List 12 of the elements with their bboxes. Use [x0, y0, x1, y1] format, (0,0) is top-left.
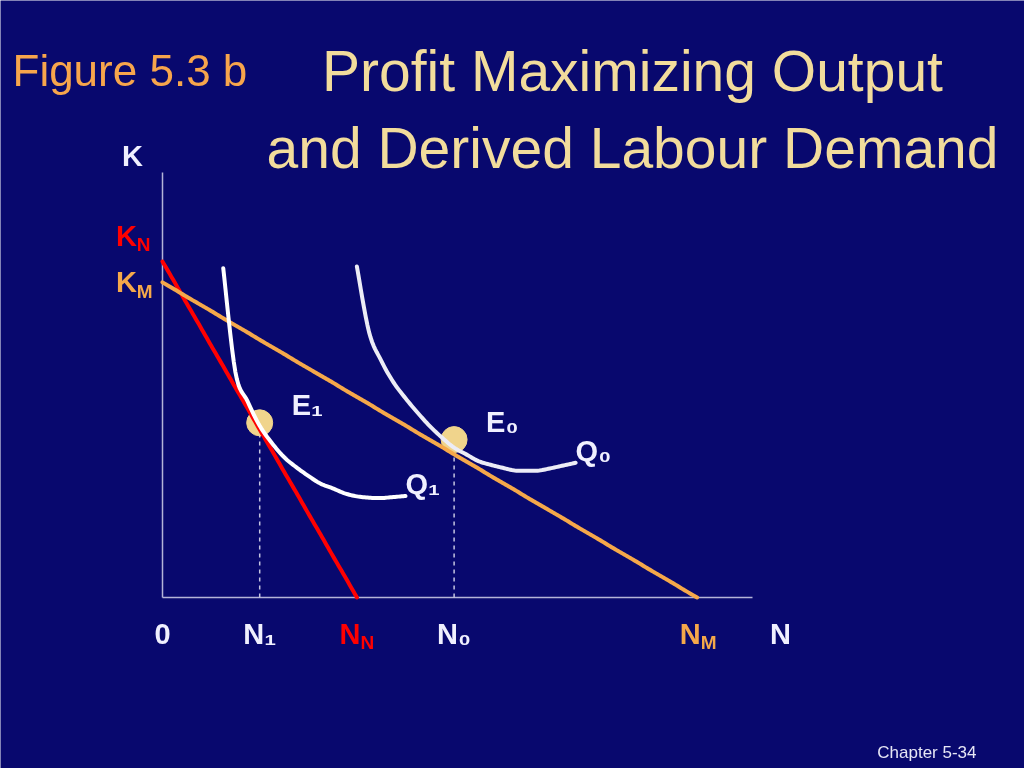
series-label: Q₁: [405, 468, 441, 501]
x-tick-label: N₁: [243, 617, 277, 650]
series-label: E₀: [486, 405, 519, 438]
x-tick-label: N₀: [437, 617, 472, 650]
y-axis-title: K: [122, 139, 144, 172]
x-axis-title: N: [770, 617, 791, 650]
text: Chapter 5-34: [877, 743, 977, 762]
series-label: E₁: [291, 388, 324, 421]
chart-title: Profit Maximizing Output and Derived Labour Demand: [266, 38, 999, 180]
series-label: Q₀: [575, 434, 612, 467]
x-tick-label: 0: [154, 617, 171, 650]
chart-subtitle: Figure 5.3 b: [12, 46, 248, 95]
